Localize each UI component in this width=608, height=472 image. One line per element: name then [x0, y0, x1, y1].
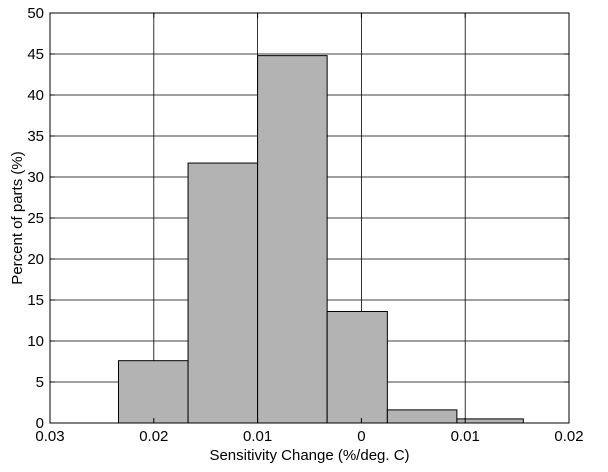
x-tick-label: 0.02 — [139, 428, 168, 445]
histogram-bar — [118, 360, 189, 424]
y-tick-label: 50 — [27, 5, 44, 22]
histogram-bar — [386, 409, 458, 424]
axis-ticks — [49, 12, 570, 424]
x-tick-label: 0.03 — [35, 428, 64, 445]
y-tick-labels: 0 5 10 15 20 25 30 35 40 45 50 — [27, 5, 44, 432]
x-tick-label: 0 — [357, 428, 365, 445]
y-tick-label: 0 — [36, 415, 44, 432]
histogram-bar — [456, 418, 524, 424]
x-tick-labels: 0.03 0.02 0.01 0 0.01 0.02 — [35, 428, 583, 445]
x-axis-label: Sensitivity Change (%/deg. C) — [209, 447, 409, 464]
histogram-bar — [326, 310, 388, 424]
y-axis-label: Percent of parts (%) — [9, 151, 26, 284]
y-tick-label: 20 — [27, 251, 44, 268]
y-tick-label: 40 — [27, 87, 44, 104]
x-tick-label: 0.02 — [554, 428, 583, 445]
bars — [118, 55, 524, 424]
y-tick-label: 45 — [27, 46, 44, 63]
y-tick-label: 15 — [27, 292, 44, 309]
y-tick-label: 10 — [27, 333, 44, 350]
x-tick-label: 0.01 — [243, 428, 272, 445]
y-tick-label: 35 — [27, 128, 44, 145]
y-tick-label: 25 — [27, 210, 44, 227]
y-tick-label: 5 — [36, 374, 44, 391]
histogram-bar — [187, 162, 259, 424]
x-tick-label: 0.01 — [451, 428, 480, 445]
y-tick-label: 30 — [27, 169, 44, 186]
histogram-bar — [257, 55, 328, 424]
